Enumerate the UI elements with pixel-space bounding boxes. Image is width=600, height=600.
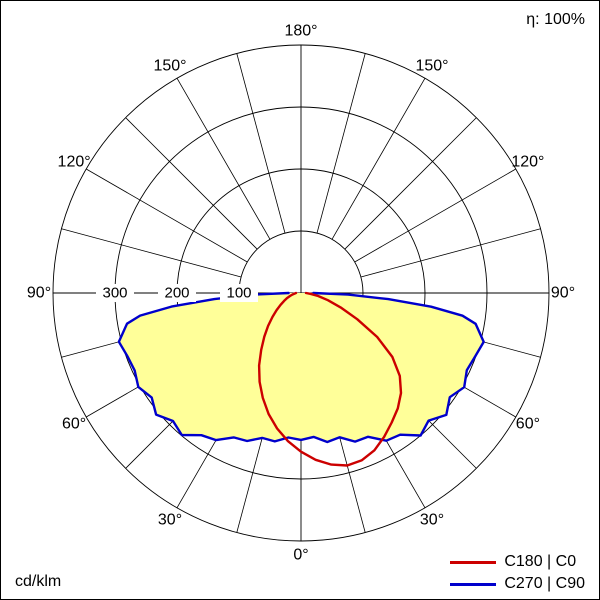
curve-c180-c0 — [257, 291, 403, 467]
angle-label: 120° — [511, 154, 544, 171]
unit-label: cd/klm — [15, 573, 62, 590]
legend-label-c180-c0: C180 | C0 — [504, 553, 577, 570]
angle-label: 30° — [158, 511, 182, 528]
legend-line-red — [450, 560, 497, 564]
legend-item-c270-c90: C270 | C90 — [450, 575, 585, 593]
angle-label: 60° — [516, 416, 540, 433]
grid-spoke — [125, 117, 258, 250]
grid-spoke — [236, 53, 286, 234]
radial-label: 100 — [226, 285, 251, 302]
radial-label-bg — [220, 284, 258, 302]
grid-spoke — [344, 117, 477, 250]
angle-label: 150° — [153, 58, 186, 75]
radial-label-bg — [158, 284, 196, 302]
angle-label: 60° — [62, 416, 86, 433]
grid-spoke — [86, 168, 248, 263]
grid-spoke — [360, 228, 541, 278]
angle-label: 0° — [293, 547, 308, 564]
angle-label: 30° — [420, 511, 444, 528]
curve-c270-c90 — [117, 291, 485, 444]
grid-spoke — [316, 53, 366, 234]
legend-line-blue — [450, 582, 497, 586]
legend-item-c180-c0: C180 | C0 — [450, 553, 585, 571]
legend: C180 | C0 C270 | C90 — [450, 553, 585, 593]
grid-spoke — [354, 168, 516, 263]
legend-label-c270-c90: C270 | C90 — [504, 575, 585, 592]
grid-spoke — [331, 78, 426, 240]
efficiency-label: η: 100% — [526, 11, 585, 28]
curve-fill-c270-c90 — [118, 293, 484, 442]
grid-spoke — [61, 228, 242, 278]
radial-label: 200 — [164, 285, 189, 302]
radial-label-bg — [96, 284, 134, 302]
angle-label: 150° — [415, 58, 448, 75]
angle-label: 180° — [284, 23, 317, 40]
angle-label: 90° — [551, 285, 575, 302]
grid-spoke — [176, 78, 271, 240]
angle-label: 90° — [27, 285, 51, 302]
angle-label: 120° — [58, 154, 91, 171]
radial-label: 300 — [102, 285, 127, 302]
